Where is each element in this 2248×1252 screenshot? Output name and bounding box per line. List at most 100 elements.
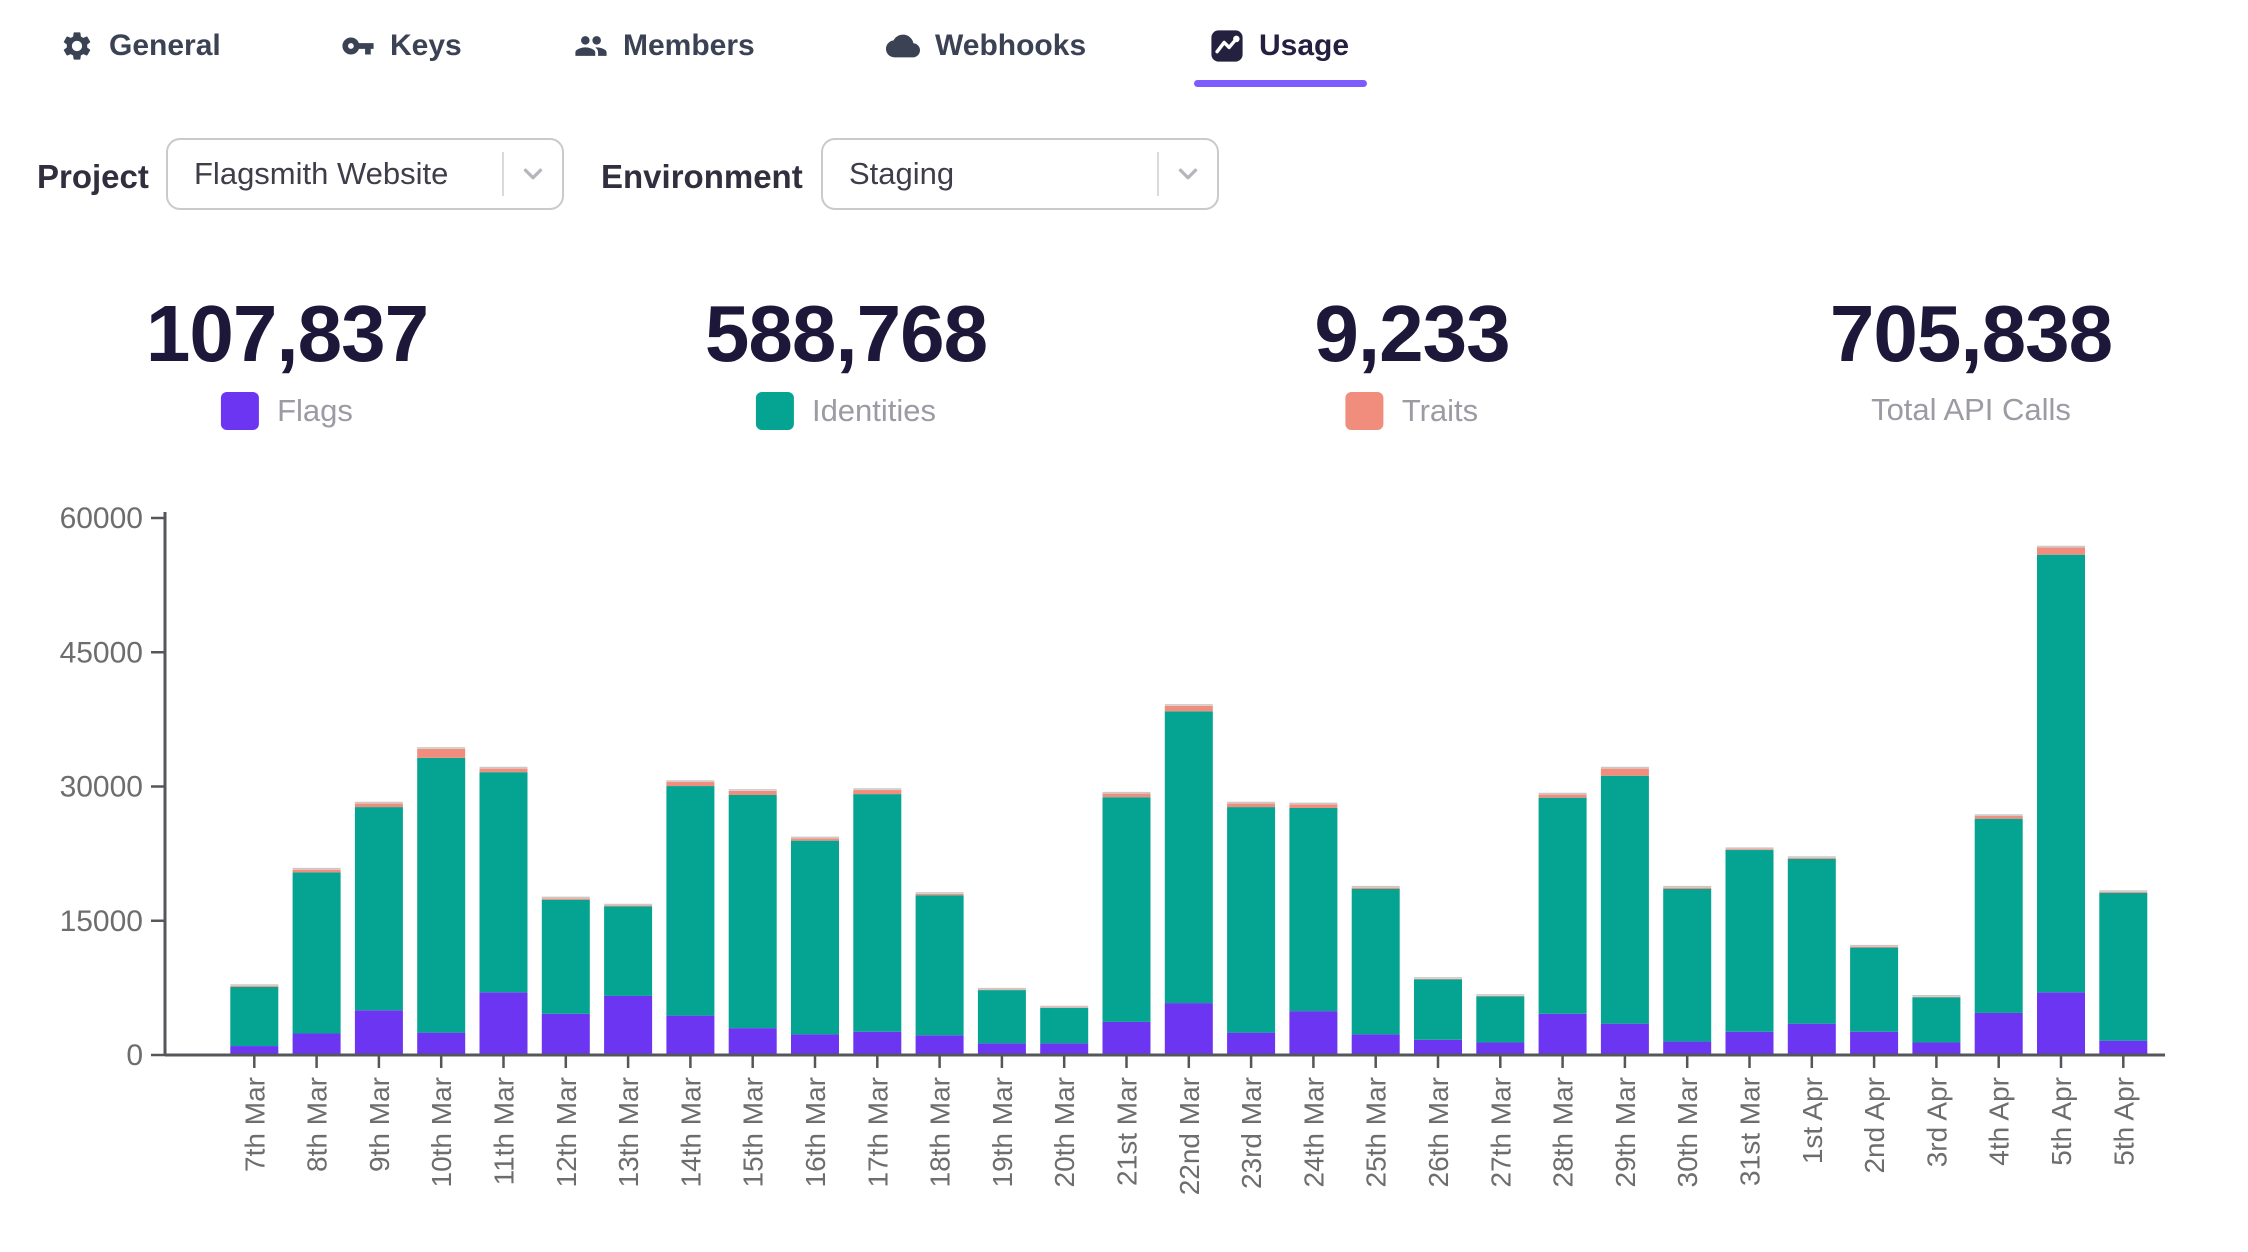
bar-segment-flags-19th-mar[interactable]: [977, 1043, 1026, 1055]
bar-segment-identities-5th-apr[interactable]: [2037, 554, 2085, 993]
bar-segment-identities-10th-mar[interactable]: [417, 757, 466, 1033]
bar-segment-traits-12th-mar[interactable]: [541, 898, 590, 900]
bar-segment-identities-26th-mar[interactable]: [1414, 979, 1462, 1040]
bar-segment-traits-2nd-apr[interactable]: [1850, 946, 1899, 948]
bar-segment-traits-15th-mar[interactable]: [728, 790, 777, 796]
bar-segment-identities-28th-mar[interactable]: [1538, 797, 1587, 1014]
bar-segment-flags-26th-mar[interactable]: [1414, 1039, 1462, 1055]
bar-segment-flags-1st-apr[interactable]: [1787, 1023, 1836, 1055]
bar-segment-traits-18th-mar[interactable]: [915, 893, 964, 896]
bar-segment-flags-31st-mar[interactable]: [1725, 1031, 1774, 1055]
bar-segment-traits-22nd-mar[interactable]: [1164, 705, 1213, 712]
bar-segment-flags-17th-mar[interactable]: [853, 1031, 902, 1055]
environment-select[interactable]: Staging: [821, 138, 1219, 210]
bar-segment-identities-20th-mar[interactable]: [1040, 1008, 1089, 1044]
bar-segment-flags-9th-mar[interactable]: [354, 1010, 403, 1055]
bar-segment-identities-4th-apr[interactable]: [1974, 818, 2023, 1013]
bar-segment-flags-22nd-mar[interactable]: [1164, 1003, 1213, 1055]
stat-traits: 9,233 Traits: [1314, 292, 1511, 430]
bar-segment-traits-9th-mar[interactable]: [354, 803, 403, 808]
bar-segment-flags-10th-mar[interactable]: [417, 1032, 466, 1055]
bar-segment-identities-30th-mar[interactable]: [1663, 888, 1712, 1042]
bar-segment-flags-24th-mar[interactable]: [1289, 1011, 1338, 1055]
tab-members[interactable]: Members: [574, 24, 755, 68]
bar-segment-flags-5th-apr[interactable]: [2099, 1040, 2148, 1055]
bar-segment-identities-13th-mar[interactable]: [604, 906, 653, 996]
bar-segment-flags-11th-mar[interactable]: [479, 992, 528, 1055]
bar-segment-identities-17th-mar[interactable]: [853, 794, 902, 1032]
bar-segment-traits-5th-apr[interactable]: [2099, 892, 2148, 894]
bar-segment-identities-18th-mar[interactable]: [915, 895, 964, 1036]
bar-segment-flags-27th-mar[interactable]: [1476, 1042, 1525, 1055]
bar-segment-traits-13th-mar[interactable]: [604, 905, 653, 907]
bar-segment-identities-12th-mar[interactable]: [541, 899, 590, 1014]
bar-segment-flags-12th-mar[interactable]: [541, 1013, 590, 1055]
project-select[interactable]: Flagsmith Website: [166, 138, 564, 210]
bar-segment-flags-25th-mar[interactable]: [1351, 1034, 1400, 1055]
bar-segment-traits-28th-mar[interactable]: [1538, 794, 1587, 798]
bar-segment-traits-5th-apr[interactable]: [2037, 547, 2085, 555]
x-axis-tick-label: 5th Apr: [2046, 1077, 2077, 1166]
bar-segment-flags-14th-mar[interactable]: [666, 1015, 715, 1055]
bar-segment-flags-29th-mar[interactable]: [1600, 1023, 1649, 1055]
bar-segment-identities-24th-mar[interactable]: [1289, 807, 1338, 1012]
bar-segment-identities-9th-mar[interactable]: [354, 807, 403, 1011]
bar-segment-identities-21st-mar[interactable]: [1102, 797, 1151, 1022]
bar-segment-flags-23rd-mar[interactable]: [1227, 1032, 1276, 1055]
bar-segment-traits-4th-apr[interactable]: [1974, 816, 2023, 819]
bar-segment-flags-28th-mar[interactable]: [1538, 1013, 1587, 1055]
bar-segment-flags-30th-mar[interactable]: [1663, 1041, 1712, 1055]
bar-segment-identities-23rd-mar[interactable]: [1227, 807, 1276, 1033]
bar-segment-traits-11th-mar[interactable]: [479, 768, 528, 773]
bar-segment-identities-31st-mar[interactable]: [1725, 850, 1774, 1032]
bar-segment-flags-16th-mar[interactable]: [791, 1034, 839, 1055]
bar-segment-traits-29th-mar[interactable]: [1600, 768, 1649, 776]
bar-segment-identities-19th-mar[interactable]: [977, 990, 1026, 1044]
x-axis-tick-label: 31st Mar: [1735, 1077, 1766, 1186]
bar-segment-flags-21st-mar[interactable]: [1102, 1021, 1151, 1055]
bar-segment-traits-30th-mar[interactable]: [1663, 887, 1712, 889]
bar-segment-traits-21st-mar[interactable]: [1102, 793, 1151, 798]
bar-segment-traits-10th-mar[interactable]: [417, 748, 466, 758]
bar-segment-identities-29th-mar[interactable]: [1600, 775, 1649, 1024]
bar-segment-traits-17th-mar[interactable]: [853, 790, 902, 795]
bar-segment-flags-5th-apr[interactable]: [2037, 992, 2085, 1055]
bar-segment-flags-18th-mar[interactable]: [915, 1035, 964, 1055]
bar-segment-identities-11th-mar[interactable]: [479, 772, 528, 993]
bar-segment-identities-15th-mar[interactable]: [728, 795, 777, 1029]
bar-segment-flags-7th-mar[interactable]: [230, 1046, 279, 1055]
bar-segment-traits-23rd-mar[interactable]: [1227, 803, 1276, 808]
bar-segment-identities-8th-mar[interactable]: [292, 872, 341, 1034]
bar-segment-traits-8th-mar[interactable]: [292, 869, 341, 873]
bar-segment-flags-4th-apr[interactable]: [1974, 1012, 2023, 1055]
bar-segment-traits-16th-mar[interactable]: [791, 838, 839, 841]
bar-segment-traits-24th-mar[interactable]: [1289, 804, 1338, 808]
bar-segment-identities-3rd-apr[interactable]: [1912, 997, 1961, 1043]
bar-segment-traits-31st-mar[interactable]: [1725, 849, 1774, 851]
bar-segment-flags-15th-mar[interactable]: [728, 1028, 777, 1055]
tab-webhooks[interactable]: Webhooks: [886, 24, 1086, 68]
bar-segment-identities-5th-apr[interactable]: [2099, 893, 2148, 1041]
bar-segment-flags-3rd-apr[interactable]: [1912, 1042, 1961, 1055]
bar-segment-traits-1st-apr[interactable]: [1787, 858, 1836, 859]
bar-segment-identities-7th-mar[interactable]: [230, 986, 279, 1047]
bar-segment-flags-13th-mar[interactable]: [604, 995, 653, 1055]
bar-segment-identities-2nd-apr[interactable]: [1850, 947, 1899, 1032]
x-axis-tick-label: 16th Mar: [800, 1077, 831, 1188]
bar-segment-identities-27th-mar[interactable]: [1476, 996, 1525, 1043]
bar-segment-traits-14th-mar[interactable]: [666, 782, 715, 787]
bar-segment-identities-1st-apr[interactable]: [1787, 858, 1836, 1024]
tab-usage[interactable]: Usage: [1194, 24, 1368, 87]
bar-segment-flags-8th-mar[interactable]: [292, 1033, 341, 1055]
x-axis-tick-label: 12th Mar: [551, 1077, 582, 1188]
bar-segment-identities-14th-mar[interactable]: [666, 786, 715, 1016]
bar-segment-identities-25th-mar[interactable]: [1351, 888, 1400, 1035]
bar-segment-traits-25th-mar[interactable]: [1351, 887, 1400, 889]
tab-general[interactable]: General: [60, 24, 221, 68]
bar-segment-flags-2nd-apr[interactable]: [1850, 1031, 1899, 1055]
bar-segment-identities-22nd-mar[interactable]: [1164, 711, 1213, 1004]
tab-keys[interactable]: Keys: [341, 24, 462, 68]
bar-segment-identities-16th-mar[interactable]: [791, 840, 839, 1035]
bar-segment-traits-7th-mar[interactable]: [230, 986, 279, 987]
bar-segment-flags-20th-mar[interactable]: [1040, 1043, 1089, 1055]
